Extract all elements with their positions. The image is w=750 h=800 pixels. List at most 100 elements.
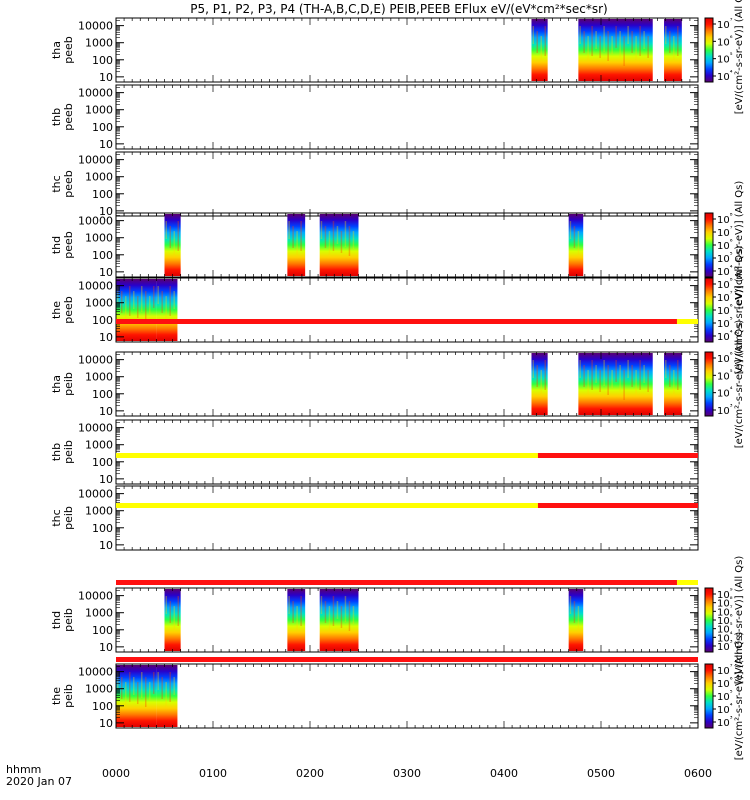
- spectrogram-block: [664, 353, 682, 415]
- spectrogram-streak: [573, 601, 576, 623]
- spectrogram-streak: [665, 360, 667, 378]
- mode-bar-segment: [116, 580, 677, 585]
- spectrogram-block: [664, 19, 682, 81]
- y-tick-label: 1000: [85, 683, 113, 696]
- spectrogram-streak: [153, 286, 155, 308]
- spectrogram-streak: [579, 360, 581, 378]
- spectrogram-streak: [639, 360, 641, 390]
- colorbar-tick-label: 10⁶: [717, 303, 733, 317]
- y-tick-label: 100: [92, 522, 113, 535]
- colorbar-tick-label: 10⁴: [717, 702, 733, 716]
- panel-product: peeb: [62, 296, 75, 324]
- spectrogram-streak: [165, 221, 167, 239]
- y-tick-label: 1000: [85, 232, 113, 245]
- spectrogram-streak: [647, 36, 649, 58]
- spectrogram-streak: [296, 606, 298, 632]
- y-tick-label: 10000: [78, 154, 113, 167]
- spectrogram-streak: [615, 360, 617, 382]
- colorbar-tick-label: 10⁷: [717, 290, 733, 304]
- y-tick-label: 100: [92, 314, 113, 327]
- y-tick-label: 10000: [78, 590, 113, 603]
- panel-probe: thb: [50, 108, 63, 126]
- spectrogram-streak: [149, 682, 151, 700]
- spectrogram-streak: [161, 291, 163, 313]
- mode-bar-segment: [537, 453, 698, 458]
- y-tick-label: 10: [99, 205, 113, 218]
- y-tick-label: 10: [99, 266, 113, 279]
- panel-frame: [115, 485, 699, 551]
- spectrogram-streak: [673, 370, 675, 396]
- y-tick-label: 100: [92, 188, 113, 201]
- y-tick-label: 10000: [78, 87, 113, 100]
- spectrogram-streak: [133, 291, 135, 309]
- panel-name: thepeib: [50, 684, 75, 708]
- panel-name: thcpeib: [50, 506, 75, 530]
- colorbar-tick-label: 10³: [717, 715, 733, 729]
- panel-frame: [115, 277, 699, 343]
- panel-product: peeb: [62, 231, 75, 259]
- spectrogram-streak: [536, 31, 538, 53]
- spectrogram-streak: [324, 226, 327, 248]
- spectrogram-streak: [532, 26, 534, 44]
- colorbar-ramp: [704, 277, 714, 343]
- mode-bar: [116, 580, 698, 585]
- spectrogram-block: [568, 214, 584, 276]
- y-tick-label: 10000: [78, 280, 113, 293]
- spectrogram-streak: [595, 365, 597, 383]
- colorbar-label: [eV/(cm²-s-sr-eV)] (All Qs): [734, 320, 745, 449]
- colorbar-tick-label: 10⁸: [717, 596, 733, 610]
- panel-product: peib: [62, 684, 75, 708]
- y-tick-label: 1000: [85, 505, 113, 518]
- spectrogram-block: [578, 19, 653, 81]
- colorbar: 10⁶ 10⁵ 10⁴ 10³ [eV/(cm²-s-sr-eV)] (All Qs): [704, 320, 745, 449]
- x-axis: 0000 0100 0200 0300 0400 0500 0600: [102, 767, 712, 780]
- colorbar-ramp: [704, 17, 714, 83]
- panel-probe: the: [50, 687, 63, 705]
- spectrogram-streak: [544, 360, 546, 390]
- spectrogram-streak: [631, 31, 633, 53]
- spectrogram-streak: [577, 606, 580, 632]
- spectrogram-streak: [635, 370, 637, 396]
- spectrogram-streak: [643, 365, 645, 383]
- x-tick-label: 0100: [199, 767, 227, 780]
- colorbar-tick-label: 10⁶: [717, 238, 733, 252]
- spectrogram-streak: [300, 221, 302, 251]
- colorbar-label: [eV/(cm²-s-sr-eV)] (All Qs): [734, 556, 745, 685]
- spectrogram-streak: [173, 677, 175, 695]
- chart-title: P5, P1, P2, P3, P4 (TH-A,B,C,D,E) PEIB,P…: [190, 2, 607, 16]
- spectrogram-streak: [344, 221, 347, 247]
- colorbar-tick-label: 10⁹: [717, 587, 733, 601]
- mode-bar: [116, 319, 698, 324]
- spectrogram-streak: [177, 221, 179, 251]
- mode-bar-segment: [116, 657, 698, 662]
- y-tick-label: 10000: [78, 666, 113, 679]
- spectrogram-streak: [324, 601, 327, 623]
- spectrogram-streak: [635, 36, 637, 62]
- y-tick-label: 1000: [85, 171, 113, 184]
- spectrogram-streak: [540, 370, 542, 396]
- spectrogram-block: [164, 589, 181, 651]
- spectrogram-block: [116, 665, 157, 727]
- spectrogram-streak: [296, 231, 298, 257]
- spectrogram-streak: [669, 31, 671, 53]
- spectrogram-streak: [615, 26, 617, 48]
- panel-product: peeb: [62, 103, 75, 131]
- panel-product: peeb: [62, 170, 75, 198]
- spectrogram-streak: [149, 296, 151, 314]
- panel-probe: thc: [50, 509, 63, 526]
- spectrogram-streak: [121, 291, 123, 313]
- colorbar-tick-label: 10⁷: [717, 604, 733, 618]
- spectrogram-streak: [611, 36, 613, 54]
- spectrogram-streak: [611, 370, 613, 388]
- spectrogram-streak: [145, 677, 147, 707]
- y-tick-label: 10000: [78, 488, 113, 501]
- panel-product: peeb: [62, 36, 75, 64]
- spectrogram-streak: [288, 596, 290, 614]
- spectrogram-streak: [544, 26, 546, 56]
- spectrogram-streak: [173, 231, 175, 257]
